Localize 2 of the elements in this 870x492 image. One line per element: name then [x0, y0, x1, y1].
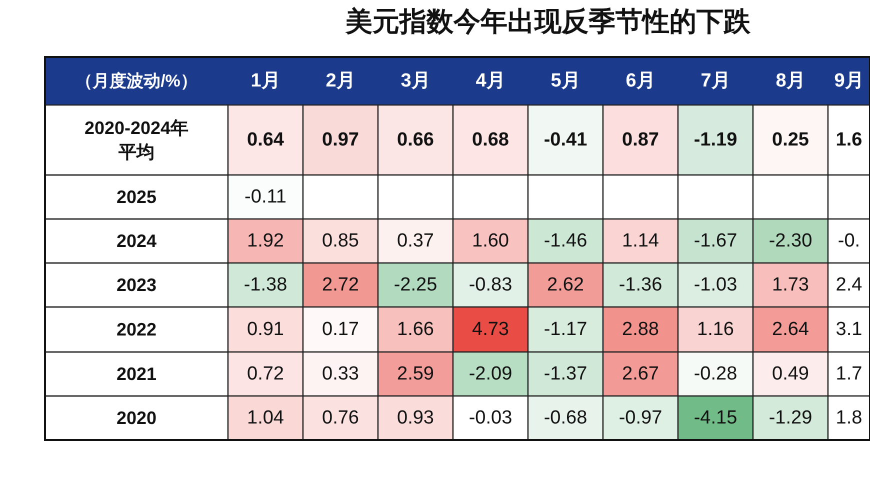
ylabel: （月度波动/%） [76, 72, 198, 90]
title: 美元指数今年出现反季节性的下跌 [346, 6, 750, 38]
